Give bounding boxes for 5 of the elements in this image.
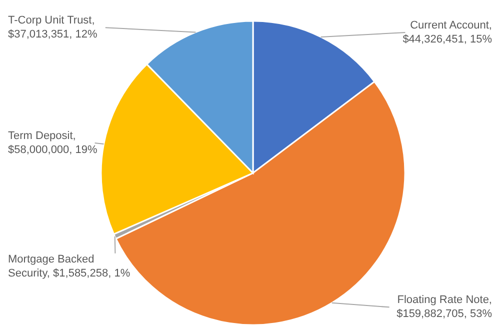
slice-label: Floating Rate Note, $159,882,705, 53% [396, 294, 492, 320]
slice-label: Mortgage Backed Security, $1,585,258, 1% [8, 253, 130, 280]
slice-label: Current Account, $44,326,451, 15% [402, 20, 492, 46]
slice-label: Term Deposit, $58,000,000, 19% [8, 130, 98, 156]
slice-label: T-Corp Unit Trust, $37,013,351, 12% [8, 14, 98, 41]
